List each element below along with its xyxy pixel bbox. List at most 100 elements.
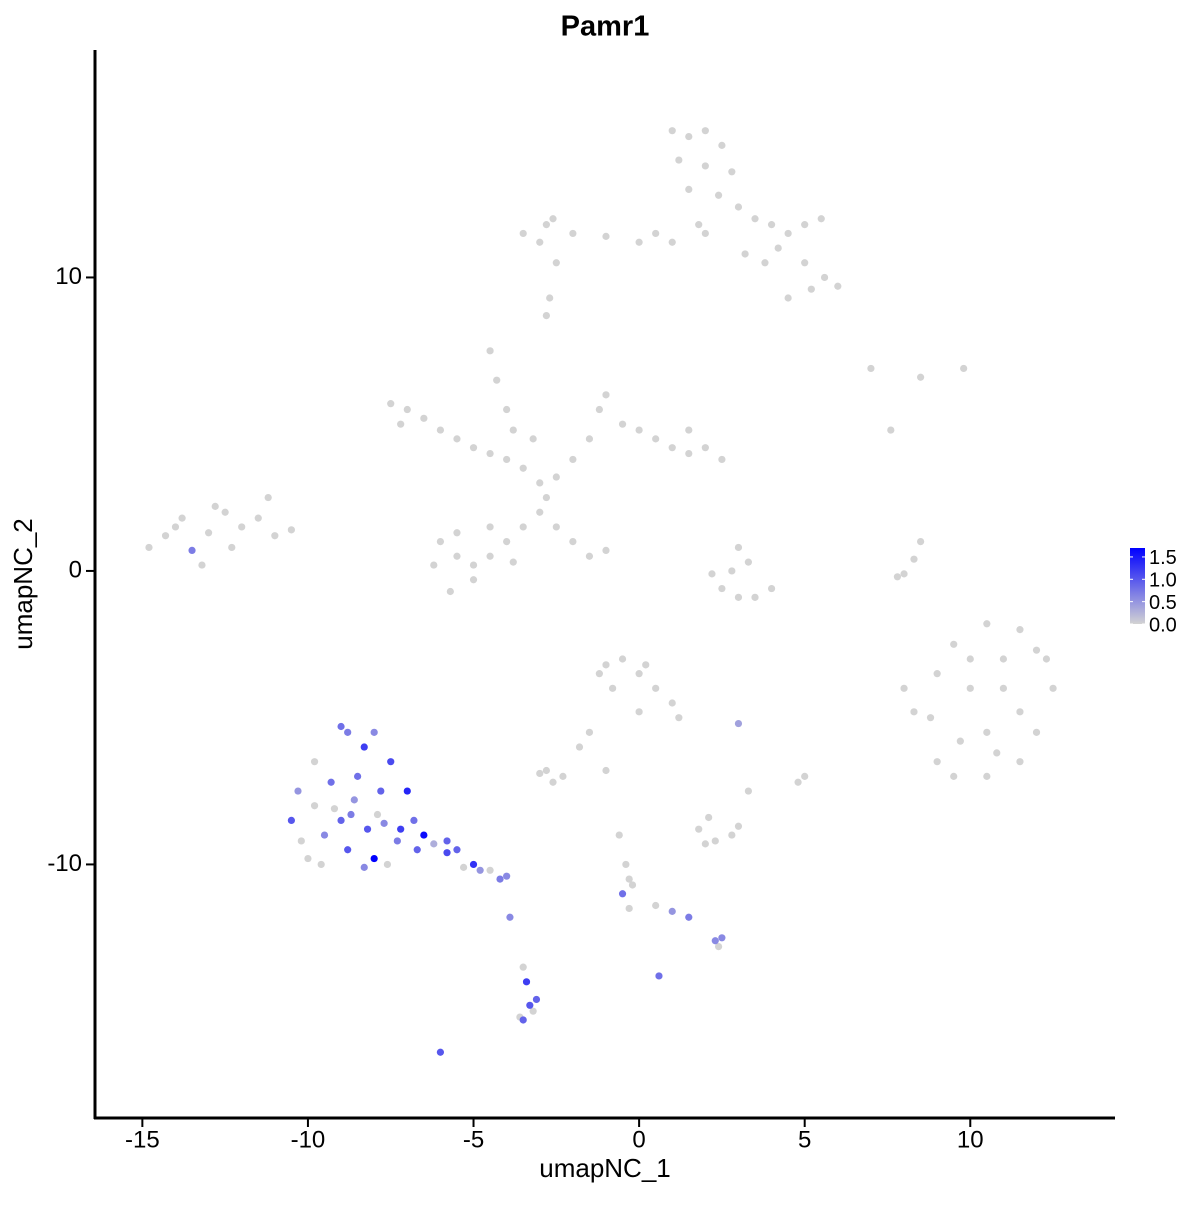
cell-point — [734, 203, 743, 211]
cell-point — [287, 816, 295, 825]
cell-point — [784, 229, 792, 238]
cell-point — [668, 444, 676, 452]
cell-point — [867, 364, 875, 373]
cell-point — [652, 229, 660, 238]
cell-point — [161, 532, 170, 540]
cell-point — [701, 162, 709, 170]
cell-point — [383, 860, 392, 869]
cell-point — [744, 558, 752, 566]
cell-point — [509, 558, 517, 566]
cell-point — [734, 822, 743, 830]
cell-point — [734, 719, 743, 728]
cell-point — [685, 913, 693, 921]
cell-point — [615, 831, 623, 839]
cell-point — [453, 435, 461, 443]
cell-point — [519, 229, 527, 238]
cell-point — [685, 449, 693, 458]
cell-point — [171, 523, 180, 531]
x-tick-label: -15 — [125, 1126, 160, 1153]
cell-point — [413, 846, 421, 854]
cell-point — [370, 854, 378, 863]
cell-point — [602, 546, 610, 554]
cell-point — [476, 866, 484, 874]
cell-point — [966, 655, 974, 663]
cell-point — [910, 555, 918, 563]
cell-point — [271, 532, 279, 540]
cell-point — [635, 670, 643, 678]
cell-point — [784, 294, 792, 302]
x-tick-label: 10 — [957, 1126, 984, 1153]
cell-point — [635, 426, 643, 434]
cell-point — [410, 816, 418, 825]
cell-point — [701, 444, 709, 452]
cell-point — [625, 904, 633, 913]
cell-point — [347, 810, 355, 819]
colorbar-label: 0.5 — [1149, 592, 1177, 614]
cell-point — [910, 708, 918, 716]
cell-point — [486, 866, 494, 874]
y-tick-label: 10 — [55, 263, 82, 290]
cell-point — [960, 364, 968, 373]
cell-point — [542, 493, 550, 502]
cell-point — [801, 221, 809, 229]
cell-point — [503, 872, 511, 880]
cell-point — [469, 444, 478, 452]
cell-point — [526, 1001, 534, 1009]
cell-point — [966, 684, 974, 692]
cell-point — [983, 728, 991, 736]
cell-point — [503, 405, 511, 414]
cell-point — [496, 875, 504, 883]
cell-point — [917, 537, 925, 546]
cell-point — [287, 526, 295, 534]
cell-point — [459, 863, 468, 871]
cell-point — [585, 552, 594, 560]
cell-point — [546, 294, 554, 302]
cell-point — [618, 890, 627, 898]
cell-point — [569, 537, 577, 546]
colorbar-label: 1.5 — [1149, 547, 1177, 569]
cell-point — [705, 813, 713, 822]
cell-point — [834, 282, 842, 290]
cell-point — [602, 661, 610, 669]
cell-point — [595, 670, 603, 678]
cell-point — [486, 347, 494, 355]
cell-point — [801, 772, 809, 780]
cell-point — [950, 772, 958, 780]
cell-point — [443, 837, 451, 845]
cell-point — [211, 502, 219, 510]
cell-point — [602, 232, 610, 240]
cell-point — [453, 846, 461, 854]
cell-point — [380, 819, 388, 827]
cell-point — [446, 587, 454, 596]
cell-point — [486, 449, 494, 458]
colorbar-label: 0.0 — [1149, 614, 1177, 636]
cell-point — [344, 846, 352, 854]
cell-point — [542, 766, 550, 775]
cell-point — [1016, 758, 1024, 766]
cell-point — [337, 722, 345, 731]
y-tick-label: -10 — [47, 850, 82, 877]
cell-point — [714, 191, 723, 199]
cell-point — [506, 913, 514, 921]
cell-point — [509, 426, 517, 434]
cell-point — [734, 543, 743, 552]
cell-point — [900, 570, 908, 578]
cell-point — [188, 546, 196, 554]
cell-point — [327, 778, 335, 786]
cell-point — [652, 684, 660, 692]
cell-point — [728, 168, 736, 176]
y-axis-title: umapNC_2 — [8, 518, 38, 650]
cell-point — [430, 840, 438, 848]
cell-point — [602, 766, 610, 775]
cell-point — [503, 455, 511, 464]
cell-point — [701, 229, 709, 238]
cell-point — [304, 854, 312, 863]
cell-point — [695, 825, 703, 833]
cell-point — [204, 529, 213, 537]
cell-point — [344, 728, 352, 736]
cell-point — [711, 837, 719, 845]
cell-point — [493, 376, 501, 384]
cell-point — [503, 537, 511, 546]
cell-point — [393, 837, 401, 845]
x-tick-label: -10 — [291, 1126, 326, 1153]
